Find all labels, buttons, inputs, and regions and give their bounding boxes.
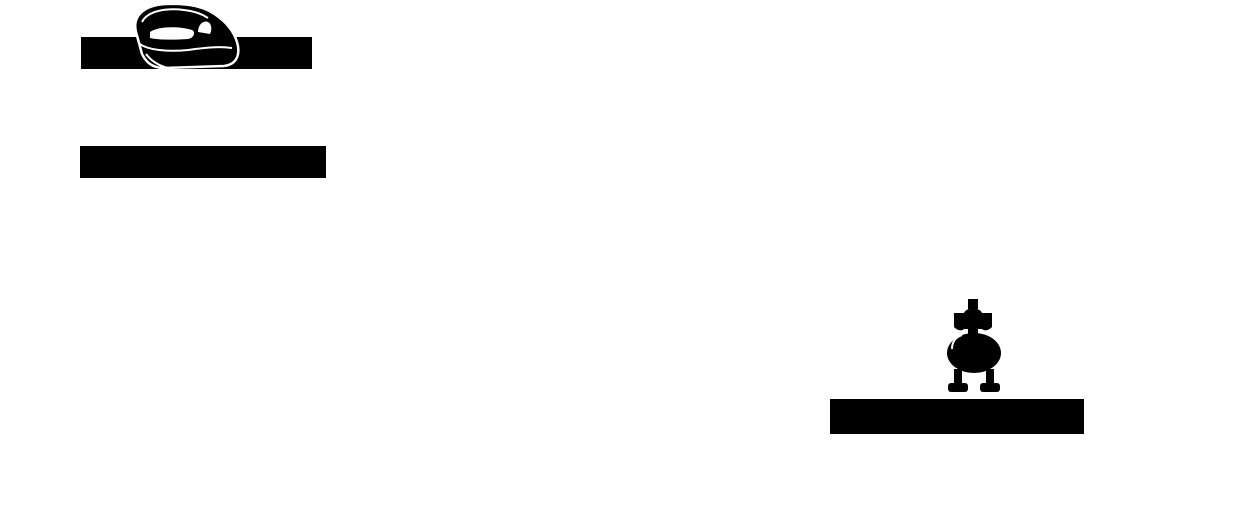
robot-foot-right [980,383,1000,392]
robot-body-highlight [951,334,963,350]
iron-highlight [141,8,209,23]
iron-sole-tip [145,53,169,69]
platform-bottom-right [830,399,1084,434]
platform-top-left-lower [80,146,326,178]
robot-body [947,333,1001,373]
robot-neck [968,329,978,337]
iron-handle [150,27,195,40]
robot-head [954,308,992,331]
iron-sole [139,43,233,52]
iron-knob [198,21,212,34]
robot-foot-left [948,383,968,392]
iron-icon [133,2,240,70]
robot-icon [947,299,1001,392]
robot-antenna [968,299,978,309]
robot-leg-left [954,369,962,387]
robot-leg-right [986,369,994,387]
